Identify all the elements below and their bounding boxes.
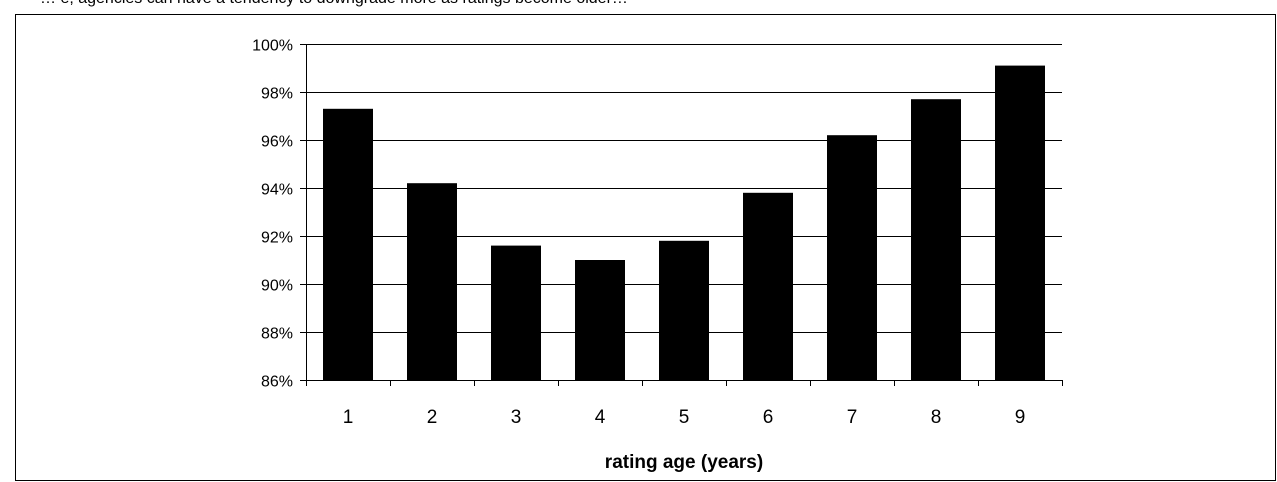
x-tick-label: 6 [763, 407, 774, 428]
y-tick-label: 94% [261, 182, 293, 199]
y-tick-label: 100% [252, 38, 293, 55]
x-tick-label: 7 [847, 407, 858, 428]
bar [407, 183, 457, 380]
clipped-caption-text: … e, agencies can have a tendency to dow… [40, 0, 628, 8]
x-tick-labels: 1 2 3 4 5 6 7 8 9 [343, 407, 1026, 428]
y-tick-label: 92% [261, 230, 293, 247]
chart-frame [15, 14, 1276, 481]
bar [911, 99, 961, 380]
bar [827, 135, 877, 380]
x-tick-label: 5 [679, 407, 690, 428]
bar [575, 260, 625, 380]
bar [995, 65, 1045, 380]
x-axis-title: rating age (years) [605, 452, 763, 473]
bars [323, 65, 1045, 381]
axes [300, 44, 1063, 386]
x-tick-label: 3 [511, 407, 522, 428]
y-tick-labels: 86% 88% 90% 92% 94% 96% 98% 100% [252, 38, 293, 391]
y-tick-label: 98% [261, 86, 293, 103]
y-tick-label: 86% [261, 374, 293, 391]
x-tick-label: 1 [343, 407, 354, 428]
bar [659, 240, 709, 380]
y-tick-label: 90% [261, 278, 293, 295]
x-tick-label: 2 [427, 407, 438, 428]
bar [743, 192, 793, 380]
bar [491, 245, 541, 380]
x-tick-label: 9 [1015, 407, 1026, 428]
x-tick-label: 4 [595, 407, 606, 428]
y-tick-label: 96% [261, 134, 293, 151]
x-tick-label: 8 [931, 407, 942, 428]
clipped-caption-strip: … e, agencies can have a tendency to dow… [0, 0, 1277, 20]
y-tick-label: 88% [261, 326, 293, 343]
bar [323, 108, 373, 381]
